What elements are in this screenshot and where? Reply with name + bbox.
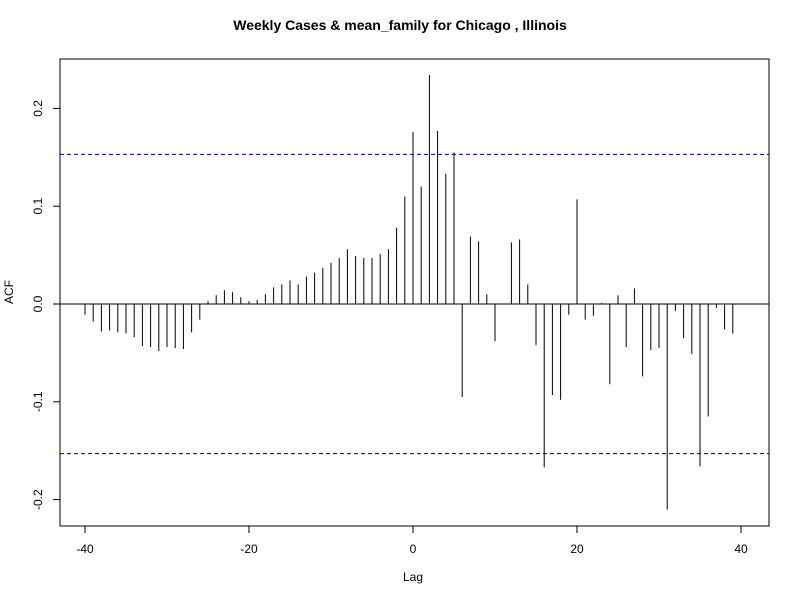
x-tick-label: 20 — [570, 542, 584, 556]
x-tick-label: 0 — [410, 542, 417, 556]
chart-title: Weekly Cases & mean_family for Chicago ,… — [233, 17, 567, 33]
plot-frame — [59, 58, 770, 527]
confidence-bounds — [60, 153, 769, 455]
x-tick-label: 40 — [734, 542, 748, 556]
y-tick-label: 0.1 — [31, 198, 45, 215]
x-tick-label: -40 — [76, 542, 94, 556]
x-tick-label: -20 — [240, 542, 258, 556]
y-tick-label: 0.0 — [31, 295, 45, 312]
y-axis: -0.2 -0.1 0.0 0.1 0.2 — [31, 100, 61, 510]
y-tick-label: -0.1 — [31, 391, 45, 412]
acf-bars — [84, 75, 734, 510]
y-tick-label: -0.2 — [31, 489, 45, 510]
x-axis: -40 -20 0 20 40 — [76, 525, 748, 556]
y-tick-label: 0.2 — [31, 100, 45, 117]
x-axis-label: Lag — [402, 570, 424, 584]
